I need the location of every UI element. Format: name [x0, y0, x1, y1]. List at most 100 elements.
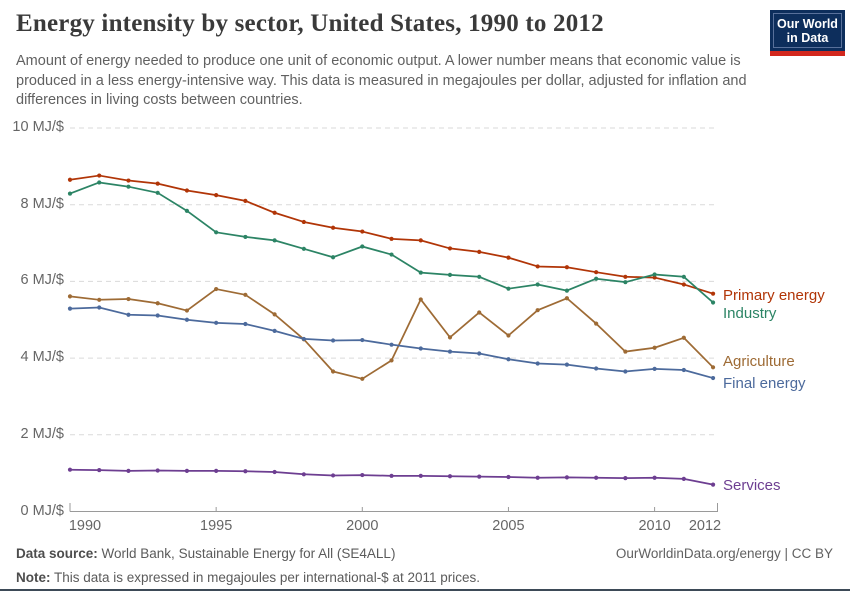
data-point — [418, 346, 423, 351]
owid-logo-navy-box: Our World in Data — [770, 10, 845, 51]
data-point — [535, 475, 540, 480]
data-point — [360, 337, 365, 343]
data-point — [710, 300, 716, 305]
data-point — [418, 238, 423, 243]
data-point — [594, 366, 599, 371]
data-point — [623, 349, 628, 354]
data-point — [67, 177, 73, 182]
owid-logo: Our World in Data — [770, 10, 845, 56]
owid-logo-text-line2: in Data — [786, 30, 829, 45]
data-point — [652, 272, 657, 277]
data-point — [564, 362, 570, 367]
data-point — [243, 234, 248, 240]
legend-label-primary-energy: Primary energy — [723, 287, 825, 304]
data-point — [389, 252, 394, 257]
footer-link[interactable]: OurWorldinData.org/energy | CC BY — [615, 546, 833, 561]
x-axis-label: 2012 — [688, 518, 722, 534]
y-axis-label: 8 MJ/$ — [20, 195, 64, 212]
data-point — [506, 357, 511, 362]
data-point — [652, 475, 657, 480]
data-point — [681, 335, 686, 340]
data-point — [389, 236, 394, 241]
data-point — [330, 473, 336, 478]
data-point — [184, 208, 190, 213]
x-axis-label: 2000 — [346, 518, 379, 534]
data-point — [564, 296, 570, 301]
data-point — [214, 286, 219, 292]
bottom-border-rule — [0, 589, 850, 591]
data-point — [330, 255, 336, 260]
data-point — [389, 342, 394, 347]
data-point — [97, 297, 102, 302]
data-point — [710, 375, 716, 381]
data-point — [301, 246, 306, 251]
data-point — [710, 365, 716, 370]
data-point — [67, 306, 73, 311]
data-point — [477, 274, 482, 279]
footer-data-source: Data source: World Bank, Sustainable Ene… — [16, 546, 395, 561]
data-point — [652, 366, 657, 371]
data-point — [652, 345, 657, 350]
data-point — [272, 328, 277, 333]
data-point — [623, 369, 628, 374]
data-point — [447, 272, 453, 277]
data-point — [594, 321, 599, 326]
x-axis-label: 2010 — [638, 518, 671, 534]
data-point — [418, 297, 423, 302]
data-point — [477, 310, 482, 315]
owid-logo-text-line1: Our World — [777, 16, 838, 31]
data-point — [243, 198, 248, 203]
data-point — [564, 265, 570, 270]
data-point — [301, 472, 306, 477]
data-source-value: World Bank, Sustainable Energy for All (… — [97, 546, 396, 561]
data-point — [67, 467, 73, 472]
note-label: Note: — [16, 570, 51, 585]
data-point — [594, 276, 599, 281]
data-point — [184, 308, 190, 313]
data-point — [67, 191, 73, 196]
data-point — [126, 178, 131, 183]
data-point — [623, 280, 628, 285]
legend-label-services: Services — [723, 477, 781, 494]
data-point — [272, 469, 277, 475]
data-point — [389, 473, 394, 478]
data-point — [272, 238, 277, 243]
data-point — [126, 184, 131, 189]
data-point — [710, 482, 716, 487]
data-point — [506, 286, 511, 291]
data-point — [535, 264, 540, 269]
data-point — [301, 219, 306, 225]
series-line-industry — [69, 181, 714, 304]
data-point — [301, 336, 306, 342]
data-point — [155, 468, 160, 473]
footer-note: Note: This data is expressed in megajoul… — [16, 570, 480, 585]
data-point — [681, 476, 686, 482]
data-point — [272, 210, 277, 215]
data-point — [681, 282, 686, 287]
data-point — [67, 294, 73, 299]
data-point — [594, 270, 599, 275]
series-line-primary-energy — [69, 174, 714, 295]
owid-logo-red-bar — [770, 51, 845, 56]
data-point — [330, 225, 336, 230]
data-point — [184, 317, 190, 322]
data-point — [506, 474, 511, 480]
data-point — [97, 173, 102, 178]
data-point — [126, 312, 131, 317]
data-point — [155, 181, 160, 186]
data-point — [126, 468, 131, 473]
data-point — [155, 313, 160, 318]
data-point — [564, 288, 570, 293]
x-axis-label: 1990 — [68, 518, 102, 534]
legend-label-final-energy: Final energy — [723, 375, 806, 392]
data-point — [243, 469, 248, 474]
data-point — [623, 274, 628, 279]
y-axis-label: 2 MJ/$ — [20, 425, 64, 442]
data-point — [418, 473, 423, 478]
data-point — [97, 467, 102, 473]
legend-label-industry: Industry — [723, 305, 777, 322]
owid-logo-inner-frame: Our World in Data — [773, 13, 842, 48]
y-axis-label: 0 MJ/$ — [20, 502, 64, 519]
data-point — [126, 296, 131, 302]
